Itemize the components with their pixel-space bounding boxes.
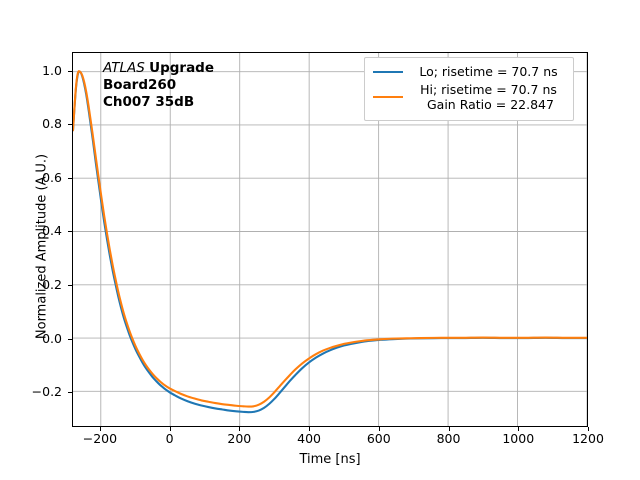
x-tick-label: 800	[436, 431, 461, 446]
atlas-label: ATLAS	[103, 60, 145, 76]
series-line-lo	[73, 70, 587, 414]
y-tick-mark	[68, 392, 72, 394]
x-tick-mark	[588, 427, 589, 431]
annotation-line-2: Board260	[103, 77, 177, 93]
y-tick-mark	[68, 338, 72, 340]
x-tick-label: 1200	[572, 431, 604, 446]
x-tick-label: 600	[366, 431, 391, 446]
series-line-hi	[73, 70, 587, 408]
x-tick-mark	[239, 427, 241, 431]
x-tick-label: 200	[227, 431, 252, 446]
y-tick-label: 0.4	[42, 223, 62, 239]
legend-entry-label: Hi; risetime = 70.7 ns Gain Ratio = 22.8…	[420, 81, 557, 113]
y-tick-label: 1.0	[42, 62, 62, 78]
data-curves	[73, 70, 587, 414]
legend-color-swatch	[373, 96, 403, 98]
annotation-line-3: Ch007 35dB	[103, 94, 195, 110]
y-tick-label: 0.2	[42, 276, 62, 292]
annotation-line-1: ATLAS Upgrade	[103, 60, 214, 77]
legend-box: Lo; risetime = 70.7 ns Hi; risetime = 70.…	[364, 57, 574, 121]
y-tick-mark	[68, 124, 72, 126]
x-tick-mark	[448, 427, 450, 431]
legend-entry-label: Lo; risetime = 70.7 ns	[419, 64, 558, 79]
x-tick-mark	[169, 427, 171, 431]
y-tick-mark	[68, 70, 72, 72]
upgrade-label: Upgrade	[149, 60, 215, 76]
x-tick-label: 400	[297, 431, 321, 446]
x-tick-mark	[309, 427, 311, 431]
y-tick-mark	[68, 177, 72, 179]
legend-entry[interactable]: Lo; risetime = 70.7 ns	[371, 63, 567, 81]
y-tick-mark	[68, 285, 72, 287]
x-tick-label: −200	[82, 431, 118, 446]
x-axis-label: Time [ns]	[299, 452, 361, 467]
legend-entry[interactable]: Hi; risetime = 70.7 ns Gain Ratio = 22.8…	[371, 81, 567, 114]
y-tick-label: 0.0	[42, 330, 62, 346]
x-tick-label: 1000	[502, 431, 535, 446]
grid-lines	[73, 53, 587, 426]
x-tick-mark	[378, 427, 380, 431]
y-tick-label: −0.2	[31, 383, 62, 399]
legend-color-swatch	[373, 70, 403, 73]
x-tick-label: 0	[165, 431, 174, 446]
x-tick-mark	[99, 427, 101, 431]
y-tick-label: 0.6	[42, 169, 62, 185]
y-tick-label: 0.8	[42, 116, 62, 132]
x-tick-mark	[518, 427, 520, 431]
atlas-annotation: ATLAS Upgrade Board260 Ch007 35dB	[103, 60, 214, 111]
y-tick-mark	[68, 231, 72, 233]
